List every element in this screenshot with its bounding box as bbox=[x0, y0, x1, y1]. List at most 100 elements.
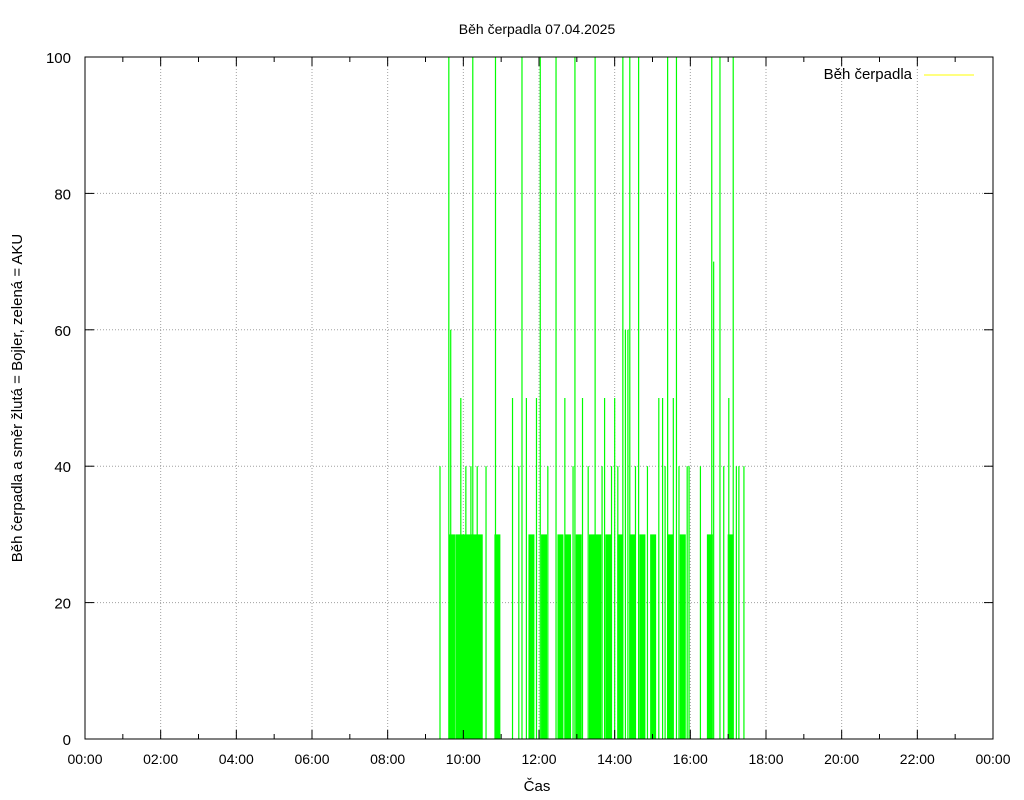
series-pulse bbox=[455, 534, 462, 739]
series-pulse bbox=[732, 57, 734, 739]
series-pulse bbox=[588, 534, 595, 739]
series-pulse bbox=[595, 534, 602, 739]
x-tick-label: 16:00 bbox=[673, 751, 708, 767]
series-pulse bbox=[634, 466, 637, 739]
series-pulse bbox=[460, 534, 467, 739]
series-pulse bbox=[594, 57, 596, 739]
series-pulse bbox=[675, 57, 678, 739]
series-pulse bbox=[555, 57, 557, 739]
series-pulse bbox=[706, 534, 713, 739]
x-tick-label: 00:00 bbox=[975, 751, 1010, 767]
x-tick-label: 08:00 bbox=[370, 751, 405, 767]
series-pulse bbox=[518, 466, 520, 739]
series-pulse bbox=[547, 466, 549, 739]
series-pulse bbox=[629, 534, 636, 739]
series-pulse bbox=[587, 466, 589, 739]
x-tick-label: 14:00 bbox=[597, 751, 632, 767]
series-pulse bbox=[575, 534, 582, 739]
series-pulse bbox=[646, 466, 649, 739]
series-pulse bbox=[719, 57, 721, 739]
series-pulse bbox=[525, 398, 527, 739]
data-series bbox=[439, 57, 745, 739]
axis-ticks bbox=[84, 56, 994, 740]
series-pulse bbox=[664, 466, 666, 739]
y-tick-labels: 0 20 40 60 80 100 bbox=[46, 50, 71, 749]
series-pulse bbox=[539, 57, 541, 739]
x-tick-label: 06:00 bbox=[294, 751, 329, 767]
series-pulse bbox=[494, 57, 497, 739]
legend: Běh čerpadla bbox=[824, 66, 974, 83]
series-pulse bbox=[610, 466, 613, 739]
series-pulse bbox=[679, 534, 686, 739]
series-pulse bbox=[743, 466, 745, 739]
y-tick-label: 0 bbox=[63, 732, 71, 749]
series-pulse bbox=[472, 57, 474, 739]
y-tick-label: 20 bbox=[54, 596, 71, 613]
series-pulse bbox=[603, 398, 606, 739]
series-pulse bbox=[605, 534, 612, 739]
chart-title: Běh čerpadla 07.04.2025 bbox=[459, 21, 616, 37]
y-tick-label: 80 bbox=[54, 186, 71, 203]
series-pulse bbox=[650, 534, 657, 739]
x-tick-label: 04:00 bbox=[219, 751, 254, 767]
series-pulse bbox=[639, 534, 646, 739]
series-pulse bbox=[601, 466, 603, 739]
x-tick-label: 00:00 bbox=[67, 751, 102, 767]
series-pulse bbox=[699, 466, 702, 739]
series-pulse bbox=[735, 466, 737, 739]
series-pulse bbox=[564, 398, 566, 739]
y-tick-label: 60 bbox=[54, 323, 71, 340]
series-pulse bbox=[661, 398, 664, 739]
series-pulse bbox=[723, 466, 725, 739]
series-pulse bbox=[448, 534, 455, 739]
series-pulse bbox=[466, 534, 473, 739]
series-pulse bbox=[713, 261, 715, 739]
series-pulse bbox=[678, 466, 680, 739]
series-pulse bbox=[494, 534, 501, 739]
series-pulse bbox=[535, 398, 538, 739]
x-tick-labels: 00:00 02:00 04:00 06:00 08:00 10:00 12:00 14:00… bbox=[67, 751, 1010, 767]
series-pulse bbox=[572, 466, 574, 739]
series-pulse bbox=[565, 534, 572, 739]
series-pulse bbox=[485, 466, 487, 739]
grid-lines bbox=[85, 57, 993, 739]
series-pulse bbox=[476, 534, 483, 739]
series-pulse bbox=[672, 398, 674, 739]
series-pulse bbox=[667, 57, 669, 739]
series-pulse bbox=[574, 57, 576, 739]
series-pulse bbox=[439, 466, 441, 739]
series-pulse bbox=[738, 466, 740, 739]
series-pulse bbox=[471, 534, 478, 739]
series-pulse bbox=[448, 57, 450, 739]
series-pulse bbox=[688, 466, 690, 739]
series-pulse bbox=[521, 57, 523, 739]
series-pulse bbox=[465, 466, 467, 739]
series-pulse bbox=[581, 398, 584, 739]
x-tick-label: 10:00 bbox=[446, 751, 481, 767]
series-pulse bbox=[614, 398, 616, 739]
series-pulse bbox=[617, 534, 624, 739]
x-tick-label: 12:00 bbox=[521, 751, 556, 767]
series-pulse bbox=[541, 534, 548, 739]
series-pulse bbox=[629, 57, 631, 739]
series-pulse bbox=[624, 329, 626, 739]
series-pulse bbox=[667, 534, 674, 739]
x-tick-label: 22:00 bbox=[900, 751, 935, 767]
series-pulse bbox=[557, 534, 564, 739]
x-tick-label: 02:00 bbox=[143, 751, 178, 767]
series-pulse bbox=[627, 329, 629, 739]
series-pulse bbox=[638, 57, 640, 739]
series-pulse bbox=[622, 57, 624, 739]
series-pulse bbox=[686, 466, 688, 739]
series-pulse bbox=[470, 466, 472, 739]
x-tick-label: 18:00 bbox=[748, 751, 783, 767]
series-pulse bbox=[658, 398, 660, 739]
series-pulse bbox=[711, 57, 713, 739]
series-pulse bbox=[727, 534, 734, 739]
y-tick-label: 100 bbox=[46, 50, 71, 67]
x-tick-label: 20:00 bbox=[824, 751, 859, 767]
y-tick-label: 40 bbox=[54, 459, 71, 476]
x-axis-label: Čas bbox=[524, 778, 551, 795]
series-pulse bbox=[528, 534, 535, 739]
